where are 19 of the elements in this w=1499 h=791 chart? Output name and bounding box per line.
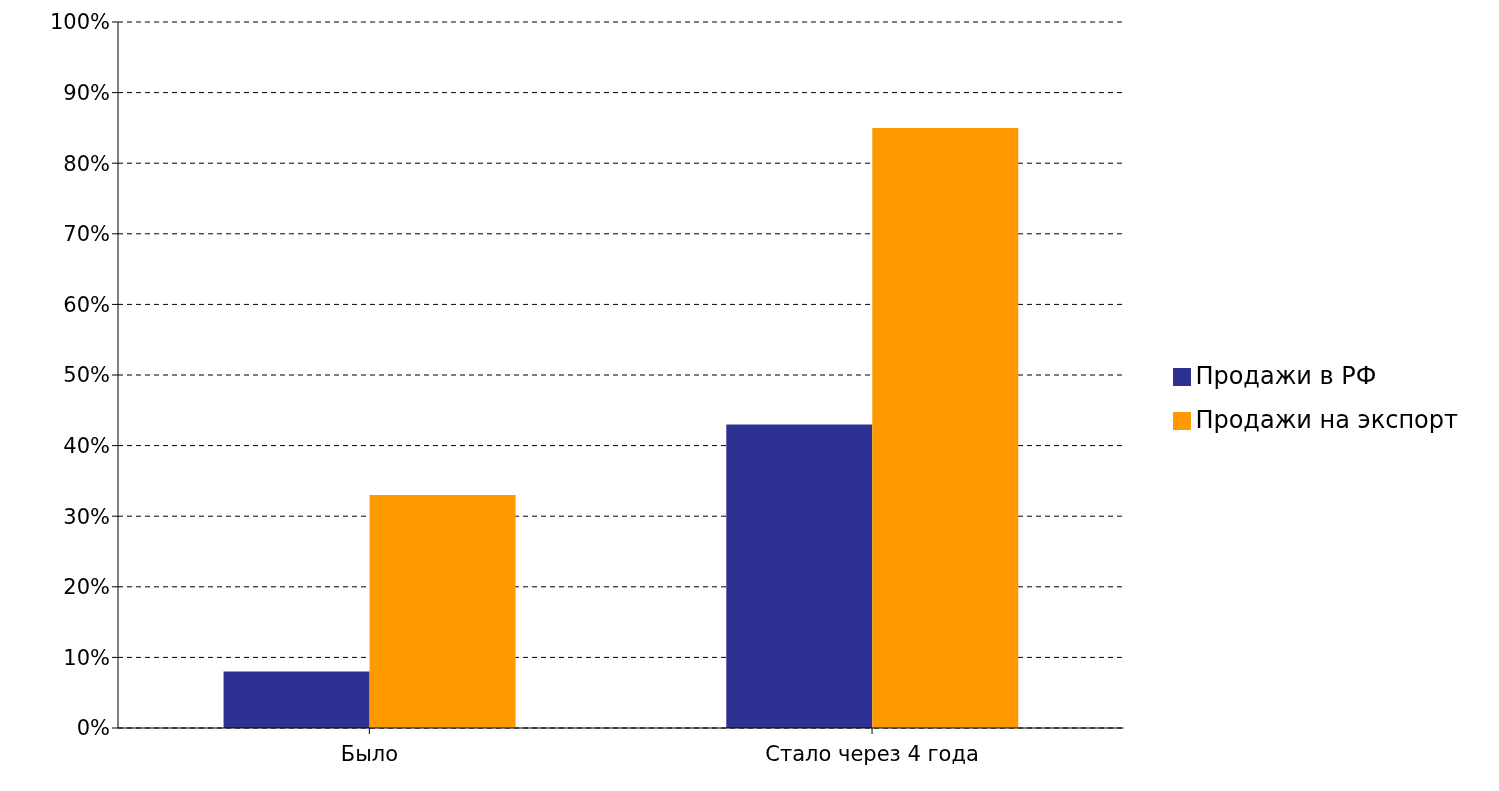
- y-tick-label: 20%: [63, 575, 110, 600]
- legend-label: Продажи на экспорт: [1195, 406, 1458, 434]
- bar: [369, 495, 516, 728]
- x-tick-label: Стало через 4 года: [765, 741, 979, 766]
- y-tick-label: 30%: [63, 504, 110, 529]
- y-tick-label: 90%: [63, 81, 110, 106]
- y-tick-label: 70%: [63, 222, 110, 247]
- x-tick-label: Было: [340, 741, 398, 766]
- bar: [223, 671, 370, 728]
- y-tick-label: 80%: [63, 151, 110, 176]
- y-tick-label: 40%: [63, 434, 110, 459]
- bar: [726, 424, 873, 728]
- y-tick-label: 100%: [49, 10, 110, 35]
- y-tick-label: 10%: [63, 645, 110, 670]
- legend-label: Продажи в РФ: [1195, 362, 1377, 390]
- y-tick-label: 0%: [76, 716, 110, 741]
- y-tick-label: 50%: [63, 363, 110, 388]
- y-tick-label: 60%: [63, 292, 110, 317]
- bar: [872, 127, 1019, 728]
